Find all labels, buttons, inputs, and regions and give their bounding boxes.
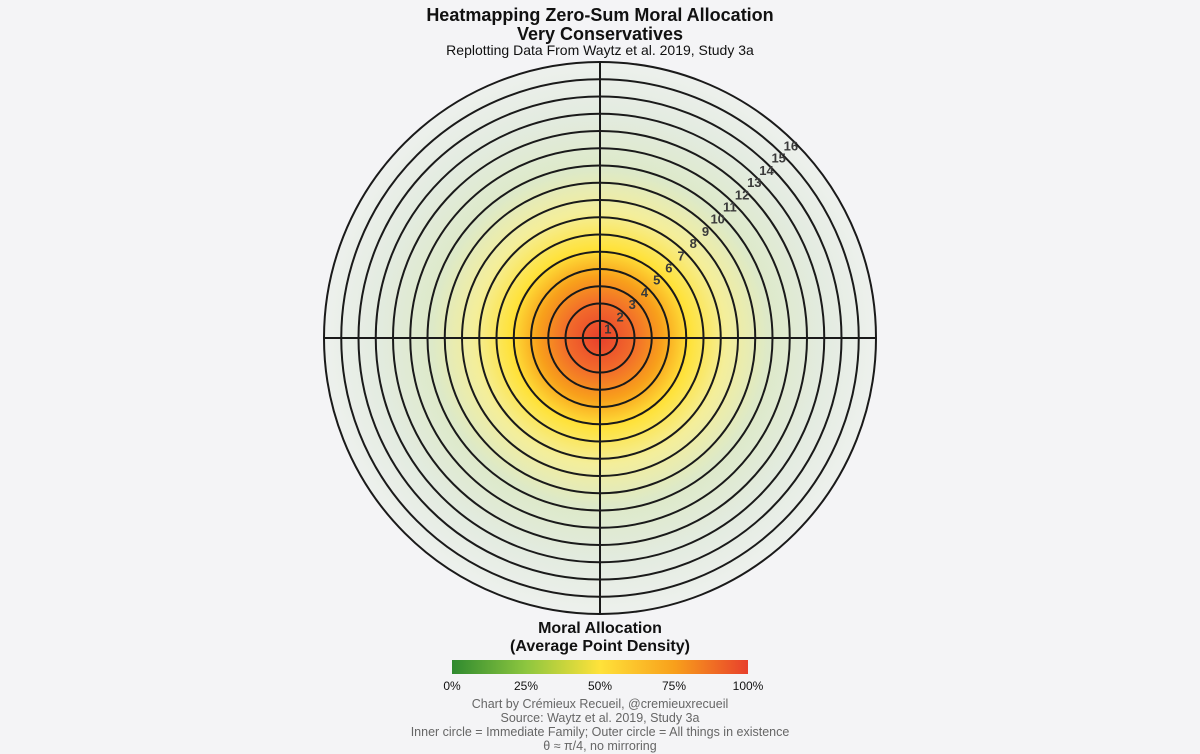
ring-label-6: 6 bbox=[665, 261, 672, 276]
chart-title: Heatmapping Zero-Sum Moral Allocation bbox=[426, 5, 774, 25]
ring-label-3: 3 bbox=[629, 297, 636, 312]
legend-tick-75: 75% bbox=[661, 679, 687, 693]
ring-label-2: 2 bbox=[616, 309, 623, 324]
ring-label-5: 5 bbox=[653, 273, 660, 288]
chart-title-group: Very Conservatives bbox=[516, 24, 684, 44]
legend-subtitle: (Average Point Density) bbox=[510, 638, 690, 655]
ring-label-7: 7 bbox=[677, 248, 684, 263]
footer-source: Source: Waytz et al. 2019, Study 3a bbox=[500, 711, 700, 725]
ring-label-11: 11 bbox=[723, 200, 737, 215]
ring-label-4: 4 bbox=[641, 285, 649, 300]
footer-note: Inner circle = Immediate Family; Outer c… bbox=[410, 725, 790, 739]
ring-label-10: 10 bbox=[710, 212, 724, 227]
legend-tick-50: 50% bbox=[587, 679, 613, 693]
footer-credit: Chart by Crémieux Recueil, @cremieuxrecu… bbox=[471, 697, 729, 711]
legend-tick-100: 100% bbox=[732, 679, 764, 693]
ring-label-14: 14 bbox=[759, 163, 774, 178]
ring-label-8: 8 bbox=[690, 236, 697, 251]
ring-label-9: 9 bbox=[702, 224, 709, 239]
ring-label-16: 16 bbox=[784, 139, 798, 154]
legend-tick-25: 25% bbox=[513, 679, 539, 693]
legend-colorbar bbox=[452, 660, 748, 674]
ring-label-12: 12 bbox=[735, 187, 749, 202]
footer-theta: θ ≈ π/4, no mirroring bbox=[543, 739, 657, 753]
ring-label-15: 15 bbox=[771, 151, 785, 166]
chart-subtitle: Replotting Data From Waytz et al. 2019, … bbox=[446, 42, 754, 58]
ring-label-1: 1 bbox=[604, 322, 611, 337]
legend-title: Moral Allocation bbox=[538, 620, 662, 637]
legend-tick-0: 0% bbox=[443, 679, 461, 693]
ring-label-13: 13 bbox=[747, 175, 761, 190]
